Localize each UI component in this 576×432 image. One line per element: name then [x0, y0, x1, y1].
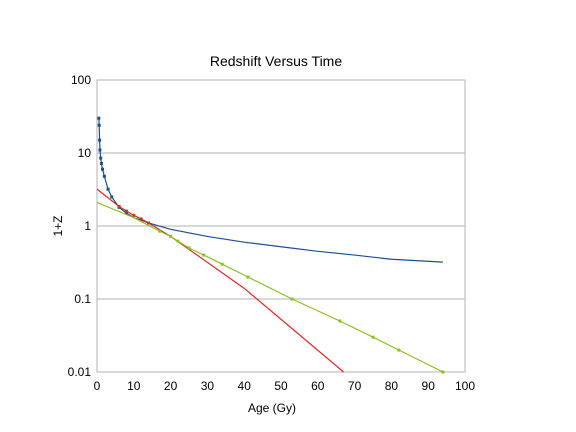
series-0-marker-8 [106, 187, 110, 191]
series-2-marker-4 [202, 253, 206, 257]
x-tick-label-9: 90 [422, 379, 436, 393]
series-1-marker-2 [132, 213, 136, 217]
series-2-marker-10 [397, 348, 401, 352]
series-2-marker-9 [371, 335, 375, 339]
series-2-marker-8 [338, 319, 342, 323]
grid-lines [97, 79, 465, 373]
x-tick-label-7: 70 [348, 379, 362, 393]
series-0-marker-5 [99, 161, 103, 165]
series-0-marker-4 [99, 156, 103, 160]
x-tick-label-10: 100 [455, 379, 475, 393]
series-0-marker-11 [124, 211, 128, 215]
y-tick-label-2: 1 [84, 219, 91, 233]
series-0-marker-7 [102, 174, 106, 178]
y-tick-label-0: 0.01 [68, 365, 92, 379]
y-axis-label: 1+Z [51, 215, 65, 236]
series-2-marker-1 [169, 234, 173, 238]
series-0-marker-3 [98, 148, 102, 152]
series-1-marker-4 [147, 221, 151, 225]
series-0-marker-2 [98, 138, 102, 142]
series-0-line [98, 118, 443, 263]
series-0-marker-1 [97, 123, 101, 127]
series-2-line [96, 201, 444, 373]
x-tick-label-2: 20 [164, 379, 178, 393]
series-2-marker-2 [176, 239, 180, 243]
y-tick-label-1: 0.1 [74, 292, 91, 306]
series-2-marker-11 [441, 370, 445, 374]
series-group [96, 116, 445, 374]
x-tick-label-1: 10 [127, 379, 141, 393]
y-tick-labels: 0.01 0.1 1 10 100 [68, 73, 92, 379]
series-2-marker-0 [158, 229, 162, 233]
series-1-marker-0 [117, 205, 121, 208]
x-tick-label-5: 50 [274, 379, 288, 393]
x-tick-label-8: 80 [385, 379, 399, 393]
y-tick-label-4: 100 [71, 73, 91, 87]
y-tick-label-3: 10 [78, 146, 92, 160]
series-2-marker-3 [187, 246, 191, 250]
series-0-marker-9 [110, 195, 114, 199]
series-2-marker-6 [246, 275, 250, 279]
series-2-marker-7 [290, 297, 294, 301]
series-0-marker-0 [97, 116, 101, 120]
x-tick-label-4: 40 [238, 379, 252, 393]
series-2-marker-5 [220, 262, 224, 266]
x-tick-label-3: 30 [201, 379, 215, 393]
series-1-marker-1 [124, 209, 128, 213]
series-1-marker-3 [139, 217, 143, 221]
x-axis-label: Age (Gy) [248, 401, 296, 415]
series-0-marker-6 [101, 167, 105, 171]
x-tick-labels: 0 10 20 30 40 50 60 70 80 90 100 [94, 379, 476, 393]
chart-title: Redshift Versus Time [210, 53, 342, 69]
x-tick-label-6: 60 [311, 379, 325, 393]
x-tick-label-0: 0 [94, 379, 101, 393]
